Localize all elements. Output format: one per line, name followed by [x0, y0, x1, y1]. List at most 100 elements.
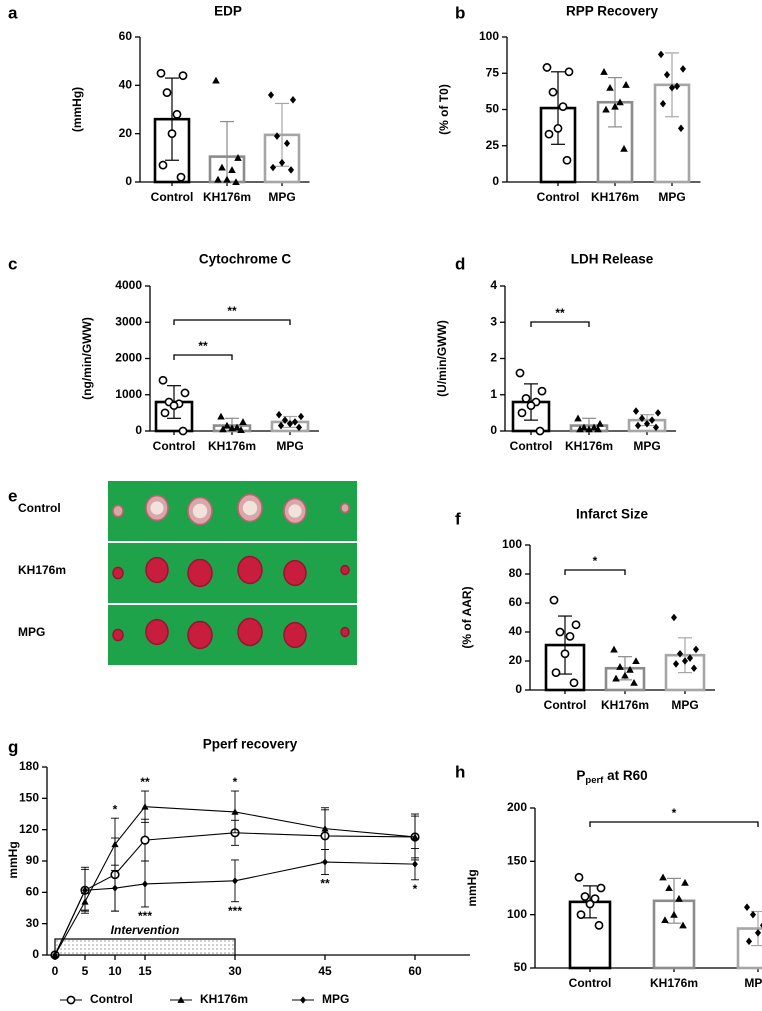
intervention-box — [54, 938, 236, 956]
data-point — [562, 155, 572, 165]
data-point — [648, 416, 656, 424]
data-point — [576, 425, 584, 433]
data-point — [665, 884, 673, 892]
data-point — [560, 649, 570, 659]
data-point — [657, 50, 665, 59]
data-point — [542, 63, 552, 72]
row-label: KH176m — [18, 563, 66, 577]
y-tick-label: 50 — [486, 102, 500, 116]
significance-label: * — [113, 802, 118, 816]
panel-label: e — [8, 486, 17, 505]
data-point — [643, 419, 651, 428]
legend-label: MPG — [322, 992, 349, 1006]
data-point — [169, 401, 179, 411]
data-point — [142, 880, 148, 888]
data-point — [610, 645, 618, 653]
data-point — [620, 144, 628, 152]
chart-title: Pperf at R60 — [576, 768, 647, 786]
data-point — [286, 419, 294, 428]
y-tick-label: 4 — [490, 278, 497, 292]
data-point — [692, 645, 700, 654]
data-point — [283, 139, 291, 148]
data-point — [223, 421, 231, 429]
data-point — [548, 87, 558, 97]
data-point — [602, 105, 610, 113]
chart-title: Infarct Size — [576, 507, 649, 522]
data-point — [275, 410, 283, 419]
data-point — [569, 678, 579, 688]
data-point — [167, 129, 177, 139]
x-tick-label: MPG — [268, 190, 295, 204]
slice-pale — [288, 504, 302, 518]
data-point — [269, 163, 277, 172]
slice-pale — [192, 503, 208, 519]
data-point — [612, 674, 620, 682]
y-tick-label: 60 — [26, 885, 40, 899]
significance-label: ** — [227, 304, 237, 318]
data-point — [172, 109, 182, 119]
data-point — [180, 388, 190, 398]
heart-slice — [283, 621, 307, 649]
data-point — [178, 426, 188, 436]
x-tick-label: KH176m — [591, 190, 639, 204]
data-point — [565, 631, 575, 641]
data-point — [237, 426, 245, 433]
significance-label: * — [672, 806, 677, 820]
x-tick-label: KH176m — [208, 439, 256, 453]
panel-label: h — [455, 762, 465, 781]
legend-label: Control — [90, 992, 133, 1006]
data-point — [537, 386, 547, 396]
slice-pale — [242, 500, 258, 516]
data-point — [759, 922, 762, 928]
data-point — [670, 910, 678, 918]
data-point — [630, 678, 638, 686]
y-tick-label: 60 — [119, 29, 133, 43]
data-point — [558, 102, 568, 111]
significance-label: * — [593, 554, 598, 568]
heart-slice — [187, 558, 213, 588]
legend-marker — [66, 995, 76, 1005]
data-point — [278, 158, 286, 167]
x-tick-label: KH176m — [203, 190, 251, 204]
data-point — [526, 401, 536, 411]
data-point — [745, 937, 753, 946]
data-point — [677, 124, 685, 133]
data-point — [676, 649, 684, 658]
x-tick-label: Control — [153, 439, 196, 453]
data-point — [517, 408, 527, 418]
panel-label: d — [455, 254, 465, 273]
data-point — [219, 425, 227, 433]
data-point — [606, 83, 614, 91]
row-label: MPG — [18, 625, 45, 639]
data-point — [297, 412, 305, 421]
data-point — [239, 418, 247, 425]
data-point — [679, 921, 687, 929]
significance-label: ** — [320, 877, 330, 891]
heart-slice — [112, 628, 124, 642]
y-tick-label: 60 — [509, 595, 523, 609]
significance-bracket — [564, 569, 626, 575]
data-point — [686, 654, 694, 662]
x-tick-label: 45 — [318, 964, 332, 978]
y-axis-label: (U/min/GWW) — [435, 320, 449, 397]
data-point — [616, 98, 624, 106]
y-tick-label: 0 — [490, 423, 497, 437]
y-tick-label: 0 — [492, 174, 499, 188]
data-point — [596, 883, 606, 893]
y-tick-label: 100 — [507, 907, 527, 921]
data-point — [231, 808, 239, 815]
data-point — [156, 68, 166, 78]
panel-label: g — [8, 737, 18, 756]
x-tick-label: KH176m — [650, 976, 698, 990]
y-tick-label: 25 — [486, 138, 500, 152]
data-point — [273, 132, 281, 140]
y-axis-label: mmHg — [465, 869, 479, 906]
x-tick-label: Control — [537, 190, 580, 204]
intervention-label: Intervention — [111, 923, 180, 937]
heart-slice — [283, 559, 307, 587]
y-axis-label: (mmHg) — [70, 87, 84, 132]
data-point — [681, 657, 689, 665]
error-bar — [678, 637, 692, 674]
data-point — [571, 620, 581, 630]
